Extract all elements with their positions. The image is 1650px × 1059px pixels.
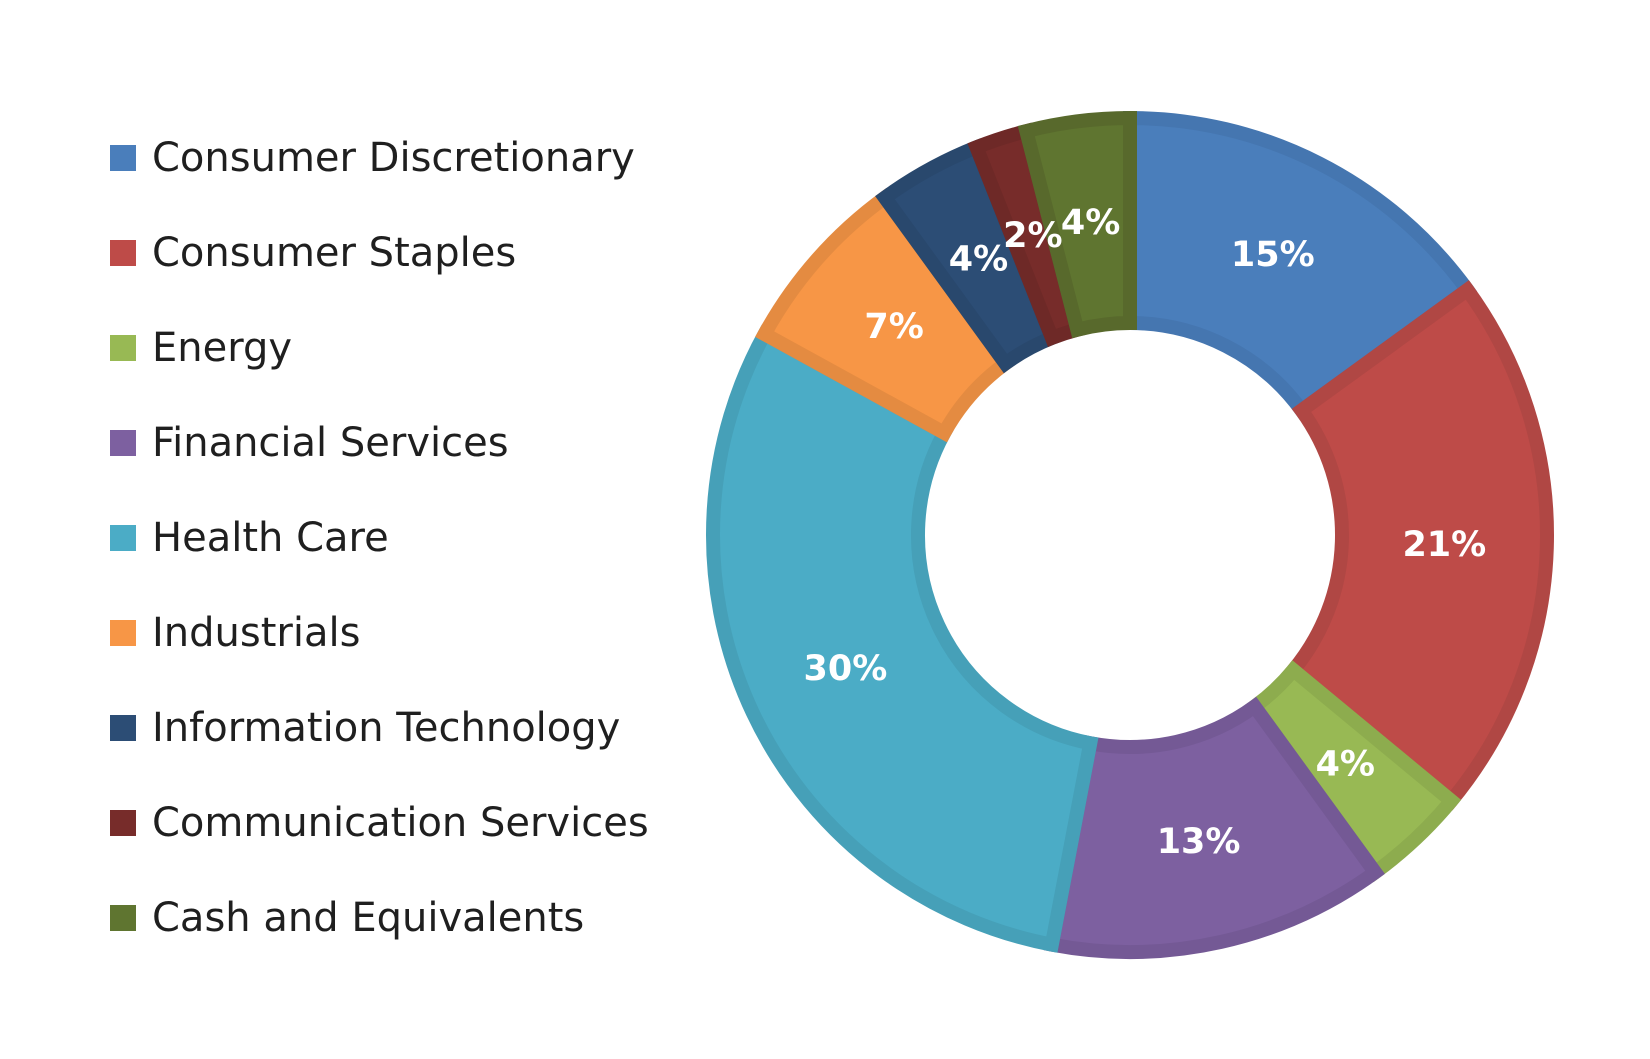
- legend-item-consumer-staples: Consumer Staples: [110, 205, 750, 300]
- legend-label: Health Care: [152, 514, 389, 561]
- legend-swatch: [110, 524, 136, 551]
- legend-label: Communication Services: [152, 799, 649, 846]
- legend-swatch: [110, 429, 136, 456]
- legend-swatch: [110, 619, 136, 646]
- legend-item-financial-services: Financial Services: [110, 395, 750, 490]
- legend-label: Consumer Discretionary: [152, 134, 635, 181]
- donut-data-labels: 15%21%4%13%30%7%4%2%4%: [804, 203, 1487, 862]
- data-label-industrials: 7%: [864, 307, 923, 347]
- legend-swatch: [110, 334, 136, 361]
- legend-swatch: [110, 904, 136, 931]
- legend-label: Cash and Equivalents: [152, 894, 585, 941]
- data-label-communication-services: 2%: [1003, 216, 1062, 256]
- legend-item-energy: Energy: [110, 300, 750, 395]
- legend-swatch: [110, 144, 136, 171]
- data-label-information-technology: 4%: [949, 239, 1008, 279]
- legend-label: Industrials: [152, 609, 361, 656]
- donut-slices: [706, 110, 1554, 959]
- legend-item-industrials: Industrials: [110, 585, 750, 680]
- data-label-financial-services: 13%: [1157, 822, 1241, 862]
- legend-label: Financial Services: [152, 419, 509, 466]
- legend-item-information-technology: Information Technology: [110, 680, 750, 775]
- slice-financial-services: [1043, 696, 1385, 959]
- slice-health-care: [706, 324, 1099, 953]
- legend-swatch: [110, 714, 136, 741]
- data-label-consumer-staples: 21%: [1402, 525, 1486, 565]
- slice-consumer-discretionary: [1123, 110, 1478, 421]
- legend-swatch: [110, 239, 136, 266]
- legend-label: Information Technology: [152, 704, 621, 751]
- slice-consumer-staples: [1283, 280, 1554, 811]
- data-label-consumer-discretionary: 15%: [1231, 235, 1315, 275]
- data-label-cash-and-equivalents: 4%: [1061, 203, 1120, 243]
- legend-label: Consumer Staples: [152, 229, 517, 276]
- legend-item-communication-services: Communication Services: [110, 775, 750, 870]
- legend-label: Energy: [152, 324, 293, 371]
- data-label-energy: 4%: [1316, 744, 1375, 784]
- legend-swatch: [110, 809, 136, 836]
- slice-cash-and-equivalents: [1017, 110, 1137, 339]
- chart-legend: Consumer Discretionary Consumer Staples …: [110, 110, 750, 965]
- legend-item-health-care: Health Care: [110, 490, 750, 585]
- legend-item-consumer-discretionary: Consumer Discretionary: [110, 110, 750, 205]
- legend-item-cash-and-equivalents: Cash and Equivalents: [110, 870, 750, 965]
- data-label-health-care: 30%: [804, 649, 888, 689]
